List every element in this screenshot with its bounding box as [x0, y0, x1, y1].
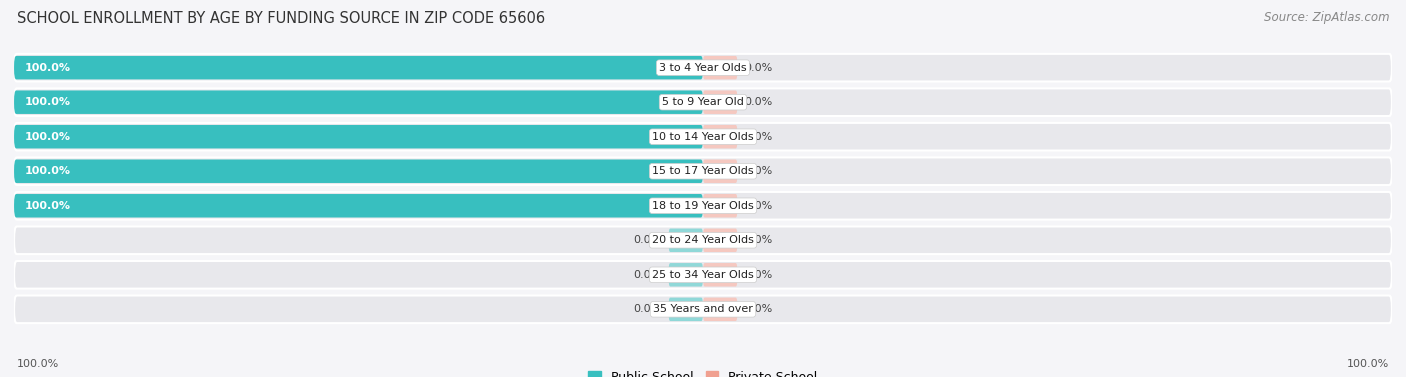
Text: 5 to 9 Year Old: 5 to 9 Year Old [662, 97, 744, 107]
FancyBboxPatch shape [703, 263, 738, 287]
Text: 100.0%: 100.0% [17, 359, 59, 369]
FancyBboxPatch shape [703, 228, 738, 252]
FancyBboxPatch shape [703, 125, 738, 149]
Text: 0.0%: 0.0% [744, 63, 772, 73]
FancyBboxPatch shape [14, 227, 1392, 254]
FancyBboxPatch shape [669, 228, 703, 252]
Text: 0.0%: 0.0% [634, 270, 662, 280]
Text: SCHOOL ENROLLMENT BY AGE BY FUNDING SOURCE IN ZIP CODE 65606: SCHOOL ENROLLMENT BY AGE BY FUNDING SOUR… [17, 11, 546, 26]
Text: 100.0%: 100.0% [24, 97, 70, 107]
FancyBboxPatch shape [14, 192, 1392, 219]
FancyBboxPatch shape [14, 261, 1392, 289]
Text: 15 to 17 Year Olds: 15 to 17 Year Olds [652, 166, 754, 176]
FancyBboxPatch shape [14, 159, 703, 183]
Text: 18 to 19 Year Olds: 18 to 19 Year Olds [652, 201, 754, 211]
FancyBboxPatch shape [14, 296, 1392, 323]
Text: 35 Years and over: 35 Years and over [652, 304, 754, 314]
FancyBboxPatch shape [14, 54, 1392, 81]
Text: 100.0%: 100.0% [1347, 359, 1389, 369]
FancyBboxPatch shape [14, 194, 703, 218]
Text: 0.0%: 0.0% [744, 166, 772, 176]
Text: 20 to 24 Year Olds: 20 to 24 Year Olds [652, 235, 754, 245]
Text: 0.0%: 0.0% [744, 304, 772, 314]
Text: 0.0%: 0.0% [744, 97, 772, 107]
FancyBboxPatch shape [703, 194, 738, 218]
Text: 0.0%: 0.0% [744, 201, 772, 211]
Text: 100.0%: 100.0% [24, 166, 70, 176]
Text: 0.0%: 0.0% [744, 132, 772, 142]
Text: 0.0%: 0.0% [634, 235, 662, 245]
Text: 25 to 34 Year Olds: 25 to 34 Year Olds [652, 270, 754, 280]
Text: 0.0%: 0.0% [744, 270, 772, 280]
Text: 100.0%: 100.0% [24, 201, 70, 211]
Legend: Public School, Private School: Public School, Private School [583, 366, 823, 377]
FancyBboxPatch shape [14, 88, 1392, 116]
FancyBboxPatch shape [703, 56, 738, 80]
Text: 3 to 4 Year Olds: 3 to 4 Year Olds [659, 63, 747, 73]
Text: Source: ZipAtlas.com: Source: ZipAtlas.com [1264, 11, 1389, 24]
FancyBboxPatch shape [703, 159, 738, 183]
FancyBboxPatch shape [669, 263, 703, 287]
FancyBboxPatch shape [14, 123, 1392, 150]
FancyBboxPatch shape [703, 297, 738, 321]
Text: 100.0%: 100.0% [24, 132, 70, 142]
FancyBboxPatch shape [14, 90, 703, 114]
Text: 10 to 14 Year Olds: 10 to 14 Year Olds [652, 132, 754, 142]
FancyBboxPatch shape [669, 297, 703, 321]
Text: 0.0%: 0.0% [634, 304, 662, 314]
Text: 100.0%: 100.0% [24, 63, 70, 73]
FancyBboxPatch shape [703, 90, 738, 114]
FancyBboxPatch shape [14, 125, 703, 149]
FancyBboxPatch shape [14, 158, 1392, 185]
FancyBboxPatch shape [14, 56, 703, 80]
Text: 0.0%: 0.0% [744, 235, 772, 245]
